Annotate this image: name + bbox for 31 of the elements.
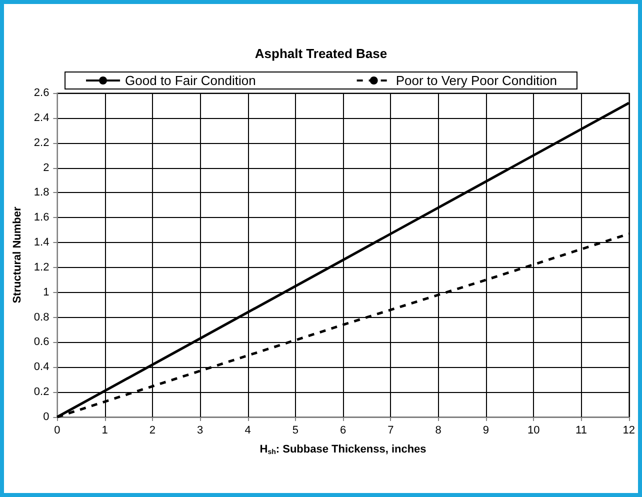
y-tick-label: 0	[43, 411, 50, 423]
x-tick-label: 9	[482, 424, 490, 436]
y-tick-label: 1.2	[34, 261, 50, 274]
legend-label: Good to Fair Condition	[125, 73, 256, 88]
chart-title: Asphalt Treated Base	[254, 46, 388, 61]
x-tick-label: 6	[340, 424, 346, 436]
y-axis-title: Structural Number	[12, 206, 24, 304]
x-tick-label: 4	[244, 424, 251, 436]
y-tick-label: 0.4	[34, 361, 50, 374]
y-tick-label: 2.2	[34, 136, 50, 149]
x-tick-label: 2	[149, 424, 156, 436]
y-tick-label: 0.8	[34, 311, 50, 324]
y-tick-label: 0.2	[34, 386, 50, 398]
x-tick-label: 0	[54, 424, 60, 436]
legend-label: Poor to Very Poor Condition	[396, 73, 557, 88]
y-tick-label: 1	[43, 286, 50, 298]
x-tick-label: 12	[622, 424, 636, 436]
y-tick-label: 2.4	[34, 112, 50, 124]
x-tick-label: 8	[435, 424, 442, 436]
x-tick-label: 11	[576, 424, 587, 436]
x-tick-label: 1	[102, 424, 108, 436]
y-tick-label: 1.6	[34, 212, 50, 224]
x-tick-label: 5	[292, 424, 298, 436]
y-tick-label: 1.8	[34, 186, 50, 199]
x-tick-label: 7	[388, 424, 394, 436]
y-tick-label: 2	[43, 162, 50, 174]
x-tick-label: 3	[197, 424, 204, 436]
y-tick-label: 2.6	[34, 87, 50, 99]
y-tick-label: 0.6	[34, 336, 50, 348]
x-tick-label: 10	[527, 424, 540, 436]
y-tick-label: 1.4	[34, 236, 50, 249]
